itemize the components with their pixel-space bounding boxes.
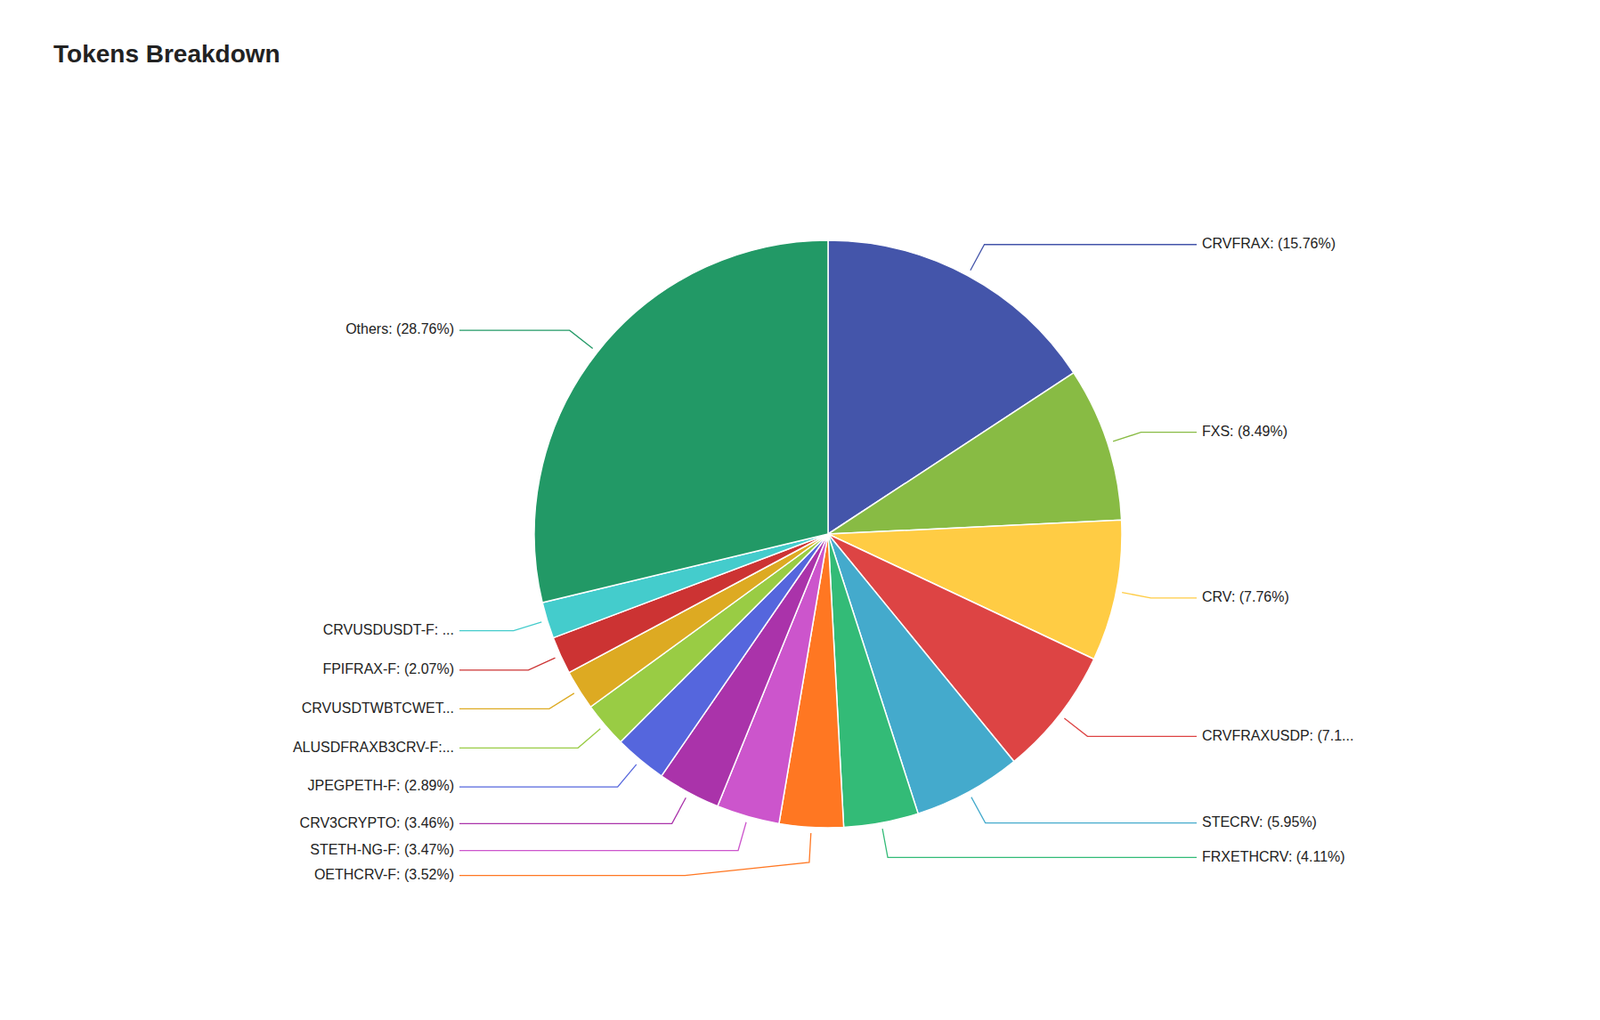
leader-line bbox=[459, 729, 601, 748]
leader-line bbox=[970, 244, 1197, 271]
leader-line bbox=[882, 828, 1197, 858]
slice-label: CRV3CRYPTO: (3.46%) bbox=[300, 815, 455, 831]
leader-line bbox=[1063, 718, 1197, 737]
leader-line bbox=[459, 822, 747, 852]
slice-label: STETH-NG-F: (3.47%) bbox=[309, 842, 455, 858]
slice-label: CRVUSDTWBTCWET... bbox=[301, 700, 455, 716]
slice-label: JPEGPETH-F: (2.89%) bbox=[308, 778, 455, 794]
leader-line bbox=[459, 330, 593, 349]
leader-line bbox=[459, 622, 542, 632]
slice-label: CRVUSDUSDT-F: ... bbox=[323, 622, 455, 638]
leader-line bbox=[971, 797, 1197, 824]
labels: CRVFRAX: (15.76%) FXS: (8.49%) CRV: (7.76%… bbox=[292, 235, 1355, 883]
title: Tokens Breakdown bbox=[53, 40, 281, 68]
slice-label: FPIFRAX-F: (2.07%) bbox=[322, 661, 455, 677]
slice bbox=[828, 373, 1122, 535]
leader-lines bbox=[459, 244, 1197, 877]
leader-line bbox=[459, 657, 556, 671]
slices bbox=[534, 240, 1122, 829]
slice-label: Others: (28.76%) bbox=[345, 321, 455, 337]
leader-line bbox=[1112, 432, 1197, 442]
slice-label: ALUSDFRAXB3CRV-F:... bbox=[292, 739, 455, 756]
leader-line bbox=[1121, 592, 1197, 599]
leader-line bbox=[459, 833, 812, 876]
slice-label: CRVFRAX: (15.76%) bbox=[1202, 235, 1336, 252]
leader-line bbox=[459, 797, 686, 824]
slice bbox=[534, 240, 829, 603]
leader-line bbox=[459, 693, 575, 710]
slice-label: CRVFRAXUSDP: (7.1... bbox=[1202, 728, 1354, 744]
slice-label: FXS: (8.49%) bbox=[1202, 423, 1288, 439]
slice-label: OETHCRV-F: (3.52%) bbox=[314, 867, 455, 883]
chart: Tokens Breakdown CRVFRAX: (15.76%) FXS: (8… bbox=[0, 0, 1600, 1020]
leader-line bbox=[459, 764, 637, 788]
slice-label: CRV: (7.76%) bbox=[1202, 589, 1290, 605]
slice-label: STECRV: (5.95%) bbox=[1202, 814, 1317, 830]
chart-container: Tokens Breakdown CRVFRAX: (15.76%) FXS: (8… bbox=[0, 0, 1600, 1020]
slice-label: FRXETHCRV: (4.11%) bbox=[1202, 849, 1346, 865]
